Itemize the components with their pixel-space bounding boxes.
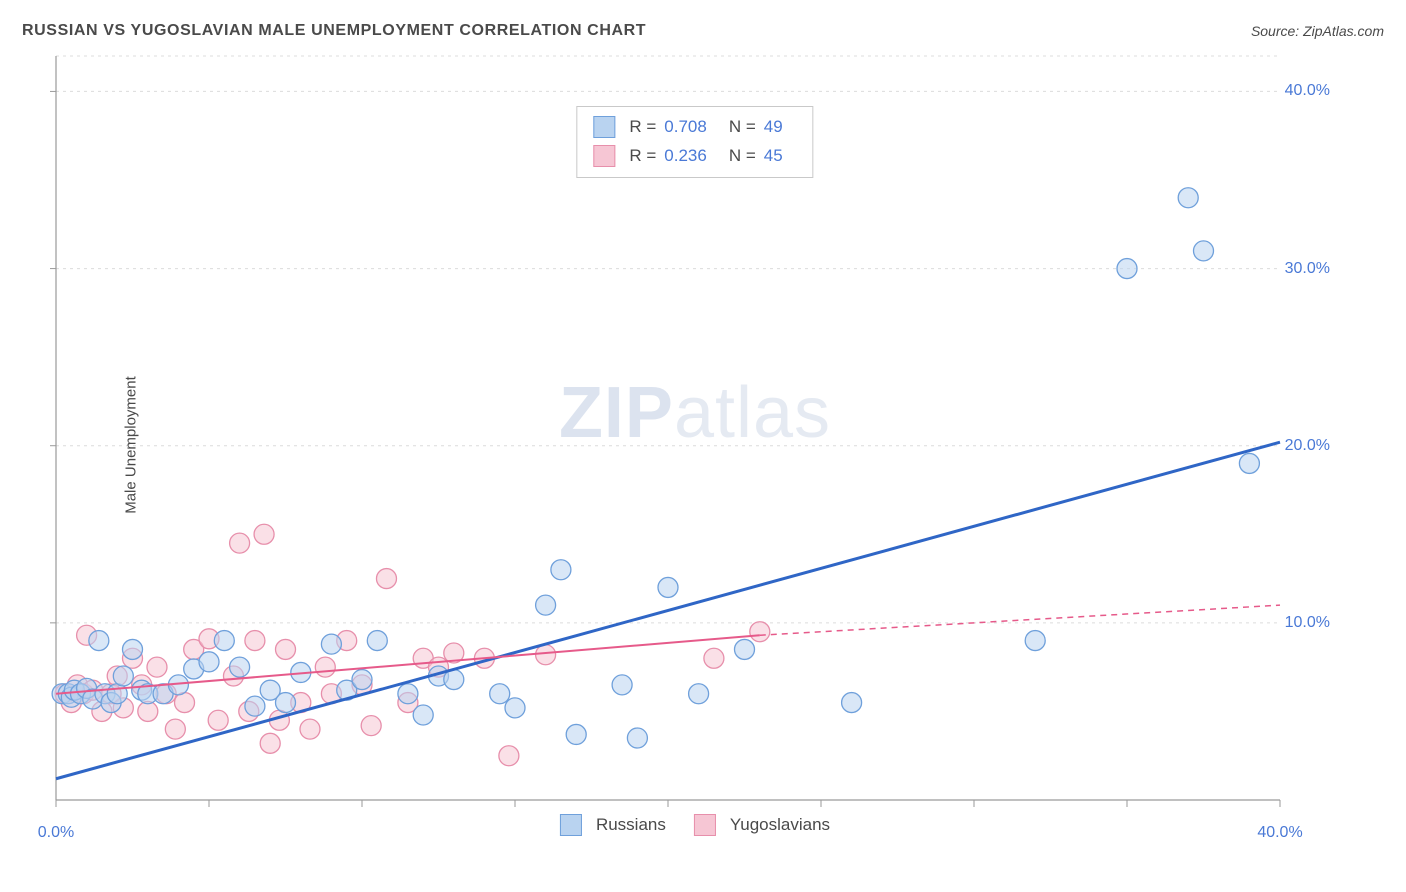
legend-row-russians: R = 0.708 N = 49 — [593, 113, 796, 142]
legend-item-russians: Russians — [560, 814, 666, 836]
y-axis-label: Male Unemployment — [122, 376, 139, 514]
legend-swatch-yugoslavians — [694, 814, 716, 836]
series-legend: Russians Yugoslavians — [560, 814, 830, 836]
r-label: R = — [629, 113, 656, 142]
legend-swatch-russians — [560, 814, 582, 836]
legend-item-yugoslavians: Yugoslavians — [694, 814, 830, 836]
legend-label-yugoslavians: Yugoslavians — [730, 815, 830, 835]
chart-title: RUSSIAN VS YUGOSLAVIAN MALE UNEMPLOYMENT… — [22, 22, 646, 40]
y-tick-label: 20.0% — [1285, 437, 1330, 455]
y-tick-label: 40.0% — [1285, 82, 1330, 100]
n-value-russians: 49 — [764, 113, 783, 142]
x-tick-label: 0.0% — [38, 824, 74, 842]
legend-swatch-russians — [593, 116, 615, 138]
legend-row-yugoslavians: R = 0.236 N = 45 — [593, 142, 796, 171]
legend-label-russians: Russians — [596, 815, 666, 835]
r-value-russians: 0.708 — [664, 113, 707, 142]
n-label: N = — [729, 113, 756, 142]
legend-swatch-yugoslavians — [593, 145, 615, 167]
r-value-yugoslavians: 0.236 — [664, 142, 707, 171]
correlation-legend: R = 0.708 N = 49 R = 0.236 N = 45 — [576, 106, 813, 178]
n-label: N = — [729, 142, 756, 171]
n-value-yugoslavians: 45 — [764, 142, 783, 171]
r-label: R = — [629, 142, 656, 171]
y-tick-label: 10.0% — [1285, 614, 1330, 632]
source-label: Source: ZipAtlas.com — [1251, 23, 1384, 39]
y-tick-label: 30.0% — [1285, 260, 1330, 278]
plot-area: Male Unemployment ZIPatlas 10.0%20.0%30.… — [50, 50, 1340, 840]
x-tick-label: 40.0% — [1257, 824, 1302, 842]
